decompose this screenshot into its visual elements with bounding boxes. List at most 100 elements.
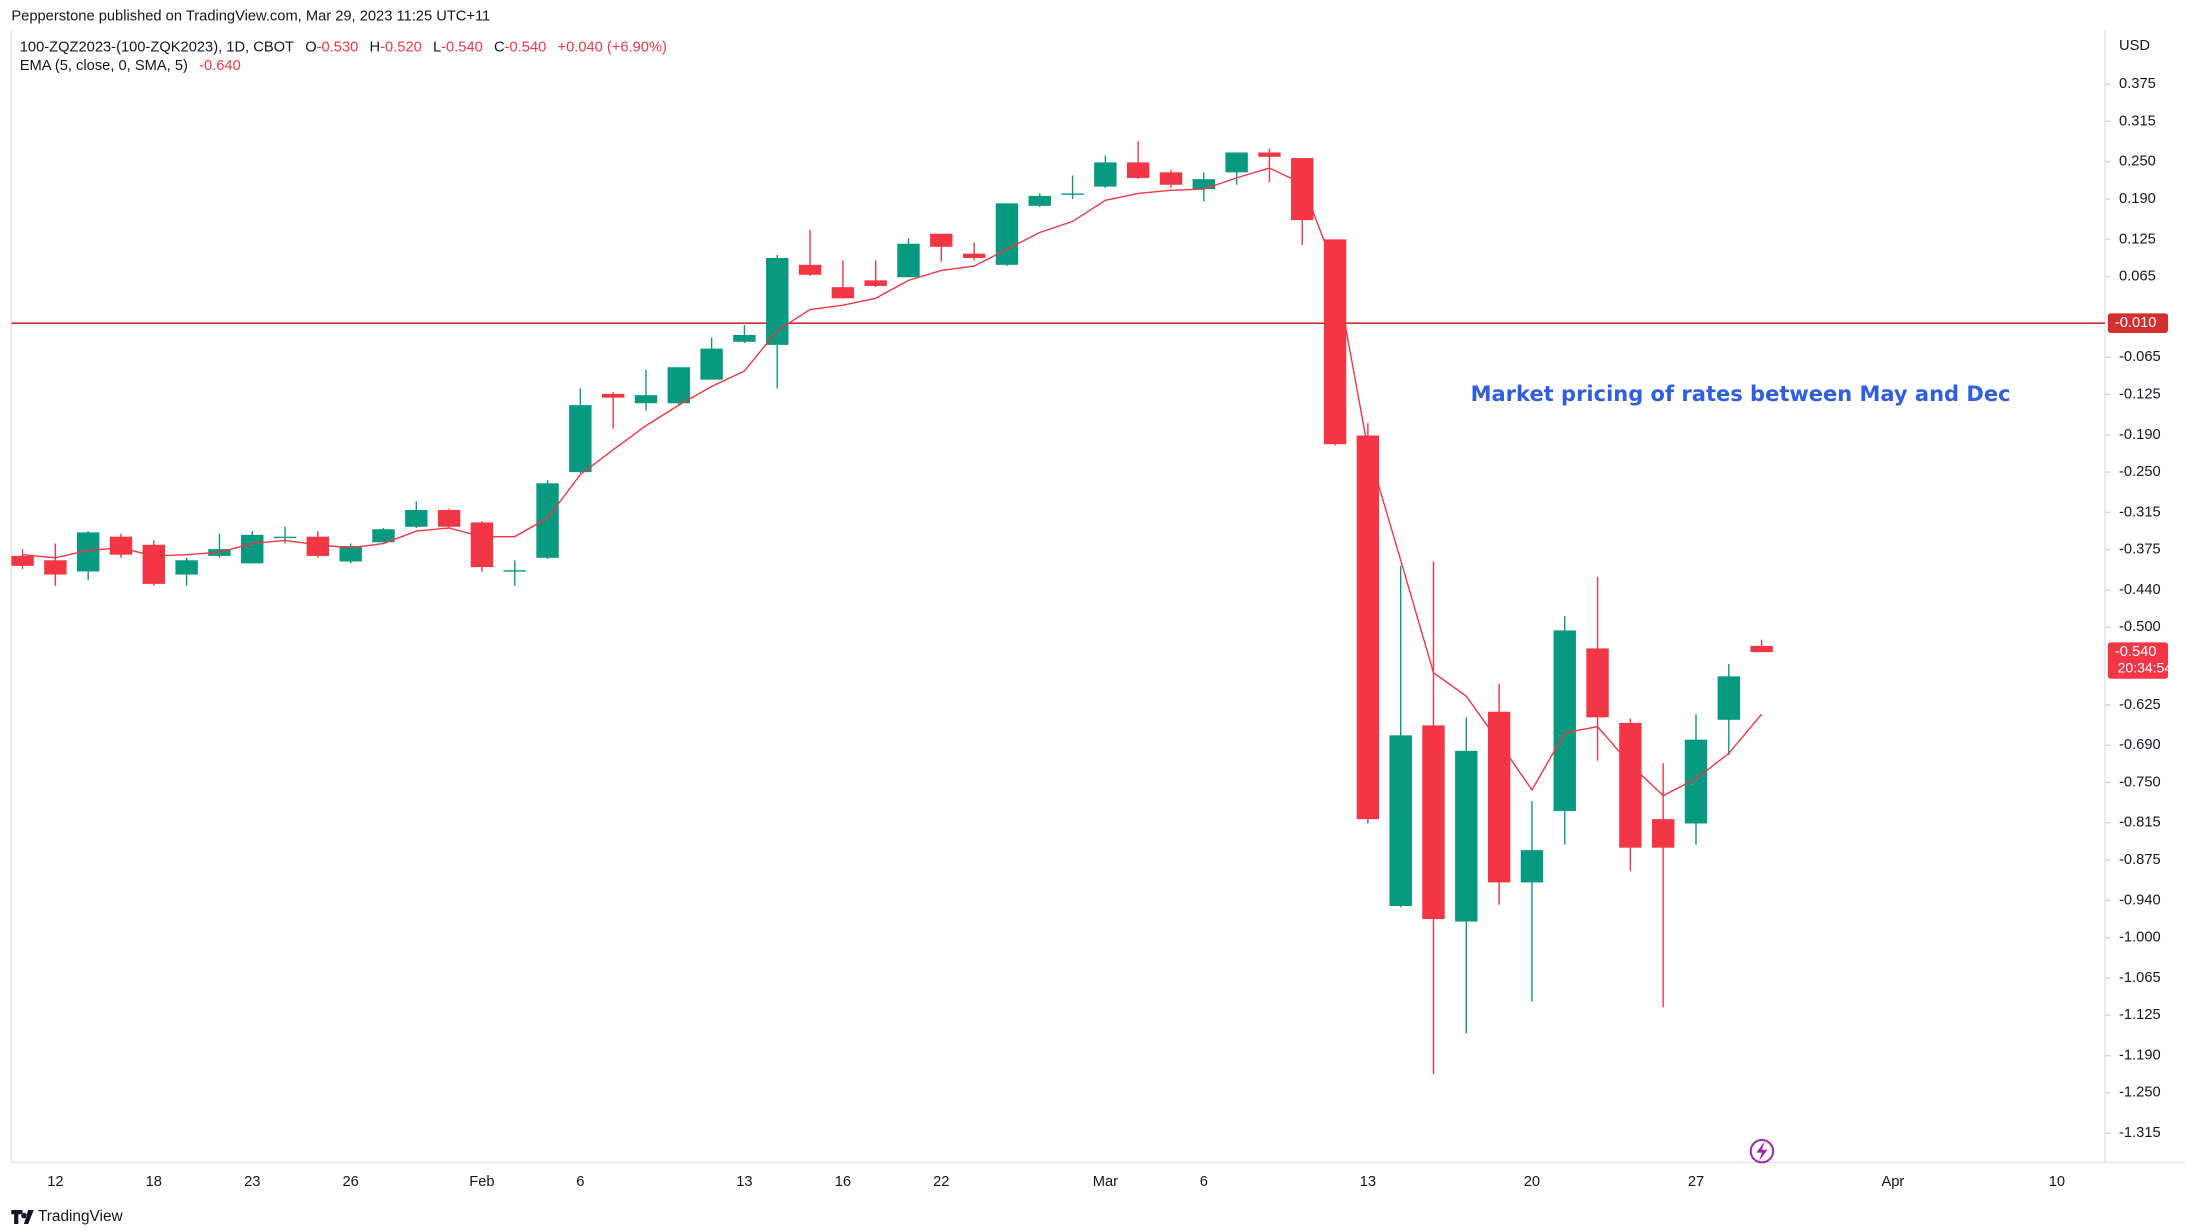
- x-tick-label: 26: [343, 1174, 359, 1190]
- y-tick-label: 0.375: [2119, 76, 2156, 92]
- candle-body: [11, 555, 34, 566]
- candle-body: [470, 522, 494, 568]
- candle-body: [536, 483, 559, 558]
- candle-body: [1651, 819, 1675, 848]
- candle-body: [995, 203, 1019, 265]
- candle-body: [76, 532, 100, 572]
- flash-icon[interactable]: [1749, 1138, 1775, 1164]
- candle-body: [601, 393, 625, 398]
- y-tick-label: -1.250: [2119, 1085, 2161, 1101]
- y-tick-label: -0.250: [2119, 464, 2161, 480]
- x-tick-label: 6: [1200, 1174, 1208, 1190]
- y-tick-label: -0.875: [2119, 852, 2161, 868]
- ema-name: EMA (5, close, 0, SMA, 5): [20, 58, 188, 74]
- candle-body: [798, 264, 822, 275]
- candle-body: [1520, 850, 1544, 883]
- candle-body: [569, 405, 592, 473]
- y-tick-label: -0.315: [2119, 504, 2161, 520]
- ema-legend: EMA (5, close, 0, SMA, 5) -0.640: [20, 58, 241, 74]
- candle-body: [1291, 158, 1314, 221]
- candle-body: [897, 243, 920, 278]
- y-tick-label: -0.065: [2119, 349, 2161, 365]
- axis-unit: USD: [2119, 38, 2150, 54]
- x-tick-label: Feb: [469, 1174, 494, 1190]
- y-tick-label: -1.190: [2119, 1048, 2161, 1064]
- y-tick-label: 0.125: [2119, 231, 2156, 247]
- candle-body: [1455, 750, 1478, 922]
- candle-body: [241, 534, 264, 564]
- ema-line: [22, 167, 1763, 797]
- y-tick-label: -0.375: [2119, 542, 2161, 558]
- candle-body: [1619, 722, 1642, 848]
- y-tick-label: -0.690: [2119, 737, 2161, 753]
- hline-label-bg: [2107, 313, 2169, 333]
- candle-body: [1717, 676, 1741, 720]
- y-tick-label: -0.190: [2119, 427, 2161, 443]
- candle-body: [733, 334, 756, 342]
- candle-body: [339, 546, 362, 562]
- y-tick-label: -0.125: [2119, 386, 2161, 402]
- candle-body: [1258, 152, 1281, 157]
- y-tick-label: -0.500: [2119, 619, 2161, 635]
- y-tick-label: -1.125: [2119, 1007, 2161, 1023]
- symbol: 100-ZQZ2023-(100-ZQK2023), 1D, CBOT: [20, 40, 294, 56]
- candle-body: [503, 570, 526, 572]
- ema-value: -0.640: [199, 58, 241, 74]
- flash-bolt[interactable]: [1756, 1141, 1768, 1161]
- candle-body: [1356, 435, 1380, 820]
- candle-body: [667, 367, 691, 404]
- y-tick-label: -0.625: [2119, 697, 2161, 713]
- candle-body: [1389, 735, 1412, 907]
- candle-body: [831, 287, 855, 299]
- candle-body: [962, 253, 986, 258]
- x-tick-label: 13: [736, 1174, 752, 1190]
- y-tick-label: -0.750: [2119, 774, 2161, 790]
- ohlc-key: O: [305, 40, 316, 56]
- x-tick-label: 12: [47, 1174, 63, 1190]
- y-tick-label: 0.315: [2119, 113, 2156, 129]
- candle-body: [142, 544, 166, 584]
- candle-body: [930, 233, 953, 247]
- x-tick-label: 20: [1524, 1174, 1540, 1190]
- brand-logo: [11, 1209, 34, 1224]
- candle-body: [766, 257, 789, 345]
- y-tick-label: -0.940: [2119, 892, 2161, 908]
- x-tick-label: 10: [2049, 1174, 2065, 1190]
- candle-body: [1192, 179, 1216, 190]
- candle-body: [1159, 172, 1183, 185]
- change: +0.040 (+6.90%): [558, 40, 667, 56]
- x-tick-label: 13: [1360, 1174, 1376, 1190]
- candle-body: [372, 529, 395, 543]
- y-tick-label: 0.190: [2119, 191, 2156, 207]
- candle-body: [1684, 739, 1708, 824]
- y-tick-label: -1.065: [2119, 970, 2161, 986]
- x-tick-label: Apr: [1881, 1174, 1904, 1190]
- candle-body: [1586, 648, 1609, 718]
- candle-body: [864, 280, 887, 286]
- ohlc-value: -0.540: [441, 40, 483, 56]
- candle-body: [273, 536, 297, 539]
- candle-body: [1487, 711, 1511, 883]
- ohlc-key: H: [370, 40, 381, 56]
- y-tick-label: -0.440: [2119, 582, 2161, 598]
- hline-label: -0.010: [2115, 315, 2157, 331]
- candle-body: [109, 536, 133, 555]
- annotation: Market pricing of rates between May and …: [1471, 382, 2011, 406]
- candle-body: [634, 395, 658, 404]
- candle-body: [1553, 630, 1576, 812]
- candle-body: [437, 510, 461, 527]
- flash-circle[interactable]: [1749, 1138, 1775, 1164]
- ohlc-value: -0.540: [505, 40, 547, 56]
- candle-body: [1323, 239, 1347, 445]
- logo-mark: [11, 1209, 34, 1224]
- ohlc-value: -0.520: [380, 40, 422, 56]
- ohlc-key: L: [433, 40, 441, 56]
- x-tick-label: 6: [576, 1174, 584, 1190]
- x-tick-label: 18: [146, 1174, 162, 1190]
- ohlc-key: C: [494, 40, 505, 56]
- y-tick-label: 0.250: [2119, 154, 2156, 170]
- candle-body: [1028, 195, 1051, 206]
